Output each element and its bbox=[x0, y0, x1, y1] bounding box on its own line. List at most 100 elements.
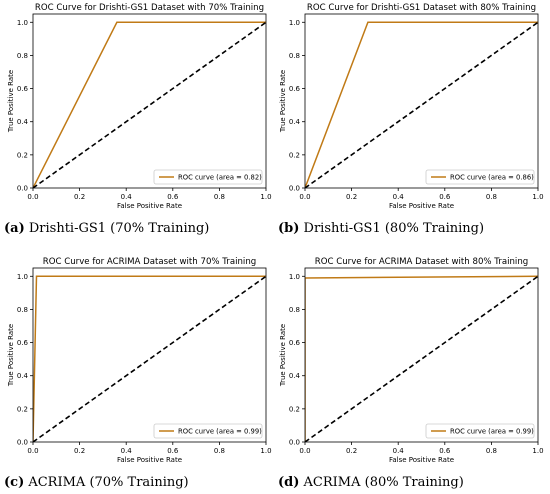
y-tick-label: 0.4 bbox=[289, 372, 301, 380]
x-tick-label: 0.4 bbox=[121, 447, 133, 455]
legend-label: ROC curve (area = 0.86) bbox=[450, 174, 534, 182]
y-tick-label: 0.0 bbox=[289, 185, 300, 193]
chance-diagonal-line bbox=[33, 21, 266, 188]
caption-d-text: ACRIMA (80% Training) bbox=[299, 475, 464, 490]
caption-c-tag: (c) bbox=[4, 475, 25, 490]
x-tick-label: 0.0 bbox=[27, 447, 38, 455]
caption-a-text: Drishti-GS1 (70% Training) bbox=[24, 221, 210, 236]
y-tick-label: 1.0 bbox=[289, 273, 300, 281]
roc-curve-line bbox=[305, 275, 538, 442]
legend-label: ROC curve (area = 0.99) bbox=[450, 428, 534, 436]
caption-d: (d) ACRIMA (80% Training) bbox=[278, 475, 464, 490]
y-tick-label: 0.0 bbox=[289, 439, 300, 447]
y-tick-label: 0.8 bbox=[17, 306, 28, 314]
y-tick-label: 0.0 bbox=[17, 185, 28, 193]
roc-chart-panel-b: ROC Curve for Drishti-GS1 Dataset with 8… bbox=[272, 0, 550, 240]
y-tick-label: 0.6 bbox=[289, 339, 301, 347]
y-tick-label: 0.8 bbox=[289, 306, 300, 314]
legend-box bbox=[153, 169, 263, 185]
roc-chart-b: ROC Curve for Drishti-GS1 Dataset with 8… bbox=[279, 3, 544, 210]
y-tick-label: 0.6 bbox=[289, 85, 301, 93]
chance-diagonal-line bbox=[33, 275, 266, 442]
roc-curve-line bbox=[33, 21, 266, 188]
y-tick-label: 0.6 bbox=[17, 85, 29, 93]
x-tick-label: 0.8 bbox=[214, 447, 225, 455]
roc-chart-panel-d: ROC Curve for ACRIMA Dataset with 80% Tr… bbox=[272, 254, 550, 494]
x-tick-label: 0.4 bbox=[393, 193, 405, 201]
legend-label: ROC curve (area = 0.82) bbox=[178, 174, 262, 182]
chart-title: ROC Curve for ACRIMA Dataset with 80% Tr… bbox=[315, 257, 528, 267]
caption-c-text: ACRIMA (70% Training) bbox=[24, 475, 189, 490]
plot-frame bbox=[32, 267, 267, 443]
x-tick-label: 0.8 bbox=[486, 447, 497, 455]
x-tick-label: 0.0 bbox=[299, 193, 310, 201]
caption-c: (c) ACRIMA (70% Training) bbox=[4, 475, 189, 490]
caption-b-text: Drishti-GS1 (80% Training) bbox=[299, 221, 485, 236]
x-tick-label: 0.8 bbox=[486, 193, 497, 201]
roc-curve-line bbox=[33, 275, 266, 442]
plot-frame bbox=[304, 13, 539, 189]
x-tick-label: 0.8 bbox=[214, 193, 225, 201]
y-tick-label: 1.0 bbox=[289, 19, 300, 27]
y-tick-label: 1.0 bbox=[17, 273, 28, 281]
roc-chart-panel-c: ROC Curve for ACRIMA Dataset with 70% Tr… bbox=[0, 254, 275, 494]
x-tick-label: 0.6 bbox=[439, 447, 451, 455]
y-tick-label: 0.6 bbox=[17, 339, 29, 347]
caption-a-tag: (a) bbox=[4, 221, 25, 236]
y-tick-label: 0.2 bbox=[17, 405, 28, 413]
chart-title: ROC Curve for Drishti-GS1 Dataset with 7… bbox=[35, 3, 264, 13]
roc-chart-a: ROC Curve for Drishti-GS1 Dataset with 7… bbox=[7, 3, 272, 210]
x-tick-label: 0.2 bbox=[346, 193, 357, 201]
y-axis-label: True Positive Rate bbox=[7, 70, 15, 133]
legend-box bbox=[153, 423, 263, 439]
y-tick-label: 0.8 bbox=[17, 52, 28, 60]
x-tick-label: 1.0 bbox=[260, 193, 271, 201]
x-axis-label: False Positive Rate bbox=[389, 456, 454, 464]
caption-b: (b) Drishti-GS1 (80% Training) bbox=[278, 221, 484, 236]
x-tick-label: 0.0 bbox=[299, 447, 310, 455]
y-tick-label: 0.0 bbox=[17, 439, 28, 447]
caption-b-tag: (b) bbox=[278, 221, 300, 236]
x-tick-label: 1.0 bbox=[260, 447, 271, 455]
roc-curve-line bbox=[305, 21, 538, 188]
y-axis-label: True Positive Rate bbox=[279, 70, 287, 133]
x-tick-label: 0.2 bbox=[74, 193, 85, 201]
x-tick-label: 0.6 bbox=[439, 193, 451, 201]
roc-chart-panel-a: ROC Curve for Drishti-GS1 Dataset with 7… bbox=[0, 0, 275, 240]
x-tick-label: 1.0 bbox=[532, 447, 543, 455]
x-axis-label: False Positive Rate bbox=[117, 202, 182, 210]
chart-title: ROC Curve for Drishti-GS1 Dataset with 8… bbox=[307, 3, 536, 13]
legend-box bbox=[425, 169, 535, 185]
x-tick-label: 0.2 bbox=[346, 447, 357, 455]
legend-label: ROC curve (area = 0.99) bbox=[178, 428, 262, 436]
y-tick-label: 0.8 bbox=[289, 52, 300, 60]
caption-a: (a) Drishti-GS1 (70% Training) bbox=[4, 221, 209, 236]
y-tick-label: 1.0 bbox=[17, 19, 28, 27]
y-tick-label: 0.4 bbox=[17, 372, 29, 380]
roc-chart-c: ROC Curve for ACRIMA Dataset with 70% Tr… bbox=[7, 257, 272, 464]
y-axis-label: True Positive Rate bbox=[7, 324, 15, 387]
x-tick-label: 0.2 bbox=[74, 447, 85, 455]
x-tick-label: 0.6 bbox=[167, 193, 179, 201]
caption-d-tag: (d) bbox=[278, 475, 300, 490]
x-axis-label: False Positive Rate bbox=[117, 456, 182, 464]
y-tick-label: 0.4 bbox=[289, 118, 301, 126]
x-axis-label: False Positive Rate bbox=[389, 202, 454, 210]
chart-title: ROC Curve for ACRIMA Dataset with 70% Tr… bbox=[43, 257, 256, 267]
legend-box bbox=[425, 423, 535, 439]
y-axis-label: True Positive Rate bbox=[279, 324, 287, 387]
x-tick-label: 0.4 bbox=[393, 447, 405, 455]
chance-diagonal-line bbox=[305, 21, 538, 188]
plot-frame bbox=[304, 267, 539, 443]
roc-chart-d: ROC Curve for ACRIMA Dataset with 80% Tr… bbox=[279, 257, 544, 464]
x-tick-label: 0.6 bbox=[167, 447, 179, 455]
x-tick-label: 1.0 bbox=[532, 193, 543, 201]
chance-diagonal-line bbox=[305, 275, 538, 442]
y-tick-label: 0.2 bbox=[289, 151, 300, 159]
plot-frame bbox=[32, 13, 267, 189]
x-tick-label: 0.4 bbox=[121, 193, 133, 201]
x-tick-label: 0.0 bbox=[27, 193, 38, 201]
y-tick-label: 0.4 bbox=[17, 118, 29, 126]
y-tick-label: 0.2 bbox=[289, 405, 300, 413]
y-tick-label: 0.2 bbox=[17, 151, 28, 159]
